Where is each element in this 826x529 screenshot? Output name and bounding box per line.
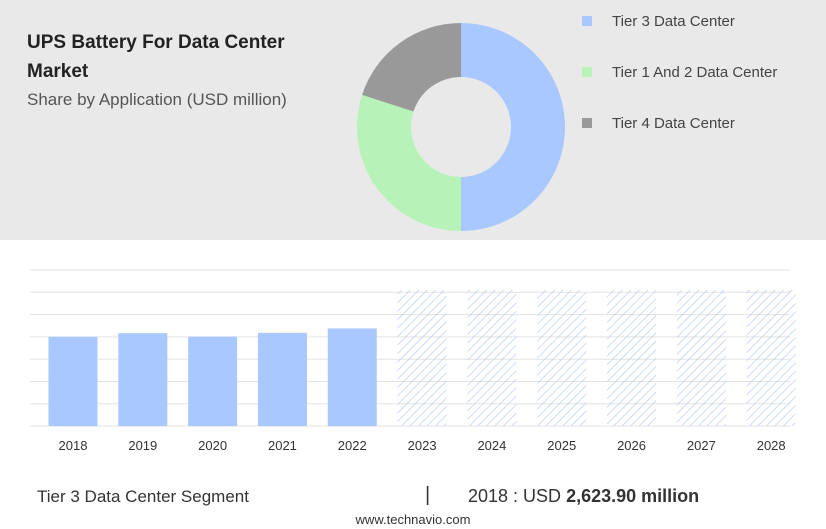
bar-chart: 2018 2019 2020 2021 2022 2023 2024 2025 2026 2027… [30,269,796,453]
brand-link[interactable]: www.technavio.com [355,512,471,527]
bar [118,333,168,426]
donut-slice [357,94,461,231]
forecast-bar [676,290,726,426]
summary-panel: UPS Battery For Data Center Market Share… [0,0,826,240]
chart-subtitle: Share by Application (USD million) [27,90,287,109]
x-tick-label: 2022 [338,438,367,453]
x-tick-label: 2018 [59,438,88,453]
forecast-bar [397,290,447,426]
footer-separator: | [425,484,431,506]
x-tick-label: 2023 [408,438,437,453]
bar [327,328,377,426]
legend-item: Tier 4 Data Center [578,110,777,136]
legend-item: Tier 1 And 2 Data Center [578,59,777,85]
x-tick-label: 2024 [477,438,506,453]
legend-swatch [582,16,592,26]
segment-value-prefix: 2018 : USD [468,486,562,506]
legend-item: Tier 3 Data Center [578,8,777,34]
forecast-bar [467,290,517,426]
legend-label: Tier 4 Data Center [612,114,735,132]
legend-label: Tier 1 And 2 Data Center [612,63,778,81]
legend-label: Tier 3 Data Center [612,12,735,30]
x-tick-label: 2021 [268,438,297,453]
forecast-bar [607,290,657,426]
chart-title: UPS Battery For Data Center Market [27,32,285,82]
segment-value: 2018 : USD 2,623.90 million [468,486,699,507]
legend-swatch [582,67,592,77]
segment-value-amount: 2,623.90 million [566,486,700,506]
legend: Tier 3 Data Center Tier 1 And 2 Data Cent… [578,8,777,161]
x-tick-label: 2025 [547,438,576,453]
x-tick-label: 2019 [128,438,157,453]
forecast-bar [537,290,587,426]
donut-chart [357,23,565,231]
x-tick-label: 2026 [617,438,646,453]
legend-swatch [582,118,592,128]
x-tick-label: 2027 [687,438,716,453]
donut-slice [362,23,461,112]
donut-slice [461,23,565,231]
x-tick-label: 2028 [757,438,786,453]
bar [188,336,238,426]
segment-label: Tier 3 Data Center Segment [37,487,249,506]
x-tick-label: 2020 [198,438,227,453]
bar [48,336,98,426]
forecast-bar [746,290,796,426]
bar [257,332,307,426]
